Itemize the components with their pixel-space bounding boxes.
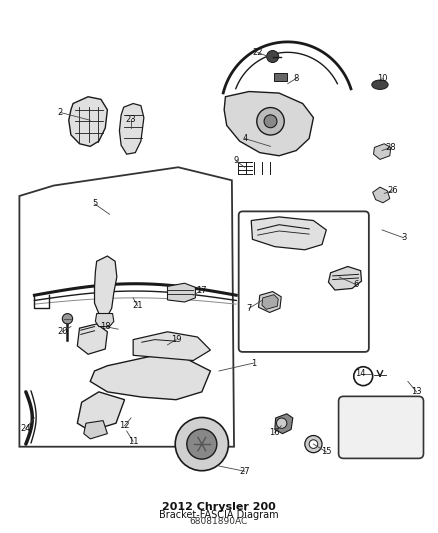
Circle shape	[187, 429, 217, 459]
Text: 26: 26	[388, 186, 398, 195]
Polygon shape	[120, 103, 144, 154]
Polygon shape	[133, 332, 210, 360]
Circle shape	[276, 418, 287, 429]
Text: 18: 18	[100, 322, 110, 331]
Text: 2012 Chrysler 200: 2012 Chrysler 200	[162, 502, 276, 512]
Polygon shape	[258, 292, 281, 312]
Text: 28: 28	[385, 143, 396, 152]
FancyBboxPatch shape	[339, 397, 424, 458]
Bar	[274, 73, 287, 81]
Polygon shape	[373, 187, 390, 203]
Text: 16: 16	[269, 428, 280, 437]
Text: 13: 13	[411, 387, 422, 397]
Text: 7: 7	[246, 304, 252, 313]
Polygon shape	[78, 392, 124, 431]
Text: 3: 3	[401, 233, 406, 243]
Polygon shape	[95, 256, 117, 316]
Text: 6: 6	[353, 280, 359, 289]
Circle shape	[309, 440, 318, 448]
Text: 2: 2	[57, 108, 63, 117]
Text: 20: 20	[57, 327, 67, 336]
Text: 4: 4	[242, 134, 247, 143]
Polygon shape	[328, 266, 361, 290]
Polygon shape	[224, 92, 314, 156]
Polygon shape	[275, 414, 293, 434]
Text: 22: 22	[252, 48, 263, 57]
Polygon shape	[251, 217, 326, 250]
Text: 15: 15	[321, 447, 332, 456]
Text: 24: 24	[21, 424, 31, 433]
Text: 19: 19	[171, 335, 181, 344]
Text: 14: 14	[355, 369, 366, 378]
Text: 68081890AC: 68081890AC	[190, 518, 248, 527]
Polygon shape	[95, 313, 114, 327]
Text: 17: 17	[197, 286, 207, 295]
Text: 23: 23	[126, 115, 136, 124]
Polygon shape	[90, 357, 210, 400]
Polygon shape	[69, 97, 107, 147]
Circle shape	[62, 313, 73, 324]
Ellipse shape	[372, 80, 388, 90]
Polygon shape	[84, 421, 107, 439]
Polygon shape	[78, 324, 107, 354]
Circle shape	[305, 435, 322, 453]
Text: 11: 11	[128, 437, 138, 446]
Text: 1: 1	[251, 359, 256, 368]
Polygon shape	[374, 144, 391, 159]
Circle shape	[267, 51, 279, 62]
Polygon shape	[167, 283, 195, 302]
Text: 9: 9	[233, 157, 239, 165]
Text: 21: 21	[132, 301, 143, 310]
Text: 12: 12	[119, 421, 130, 430]
Circle shape	[257, 108, 284, 135]
Polygon shape	[262, 295, 278, 309]
Text: 8: 8	[293, 74, 299, 83]
Circle shape	[264, 115, 277, 128]
Text: Bracket-FASCIA Diagram: Bracket-FASCIA Diagram	[159, 510, 279, 520]
Circle shape	[175, 417, 229, 471]
Text: 10: 10	[377, 74, 387, 83]
Text: 5: 5	[92, 199, 97, 208]
Text: 27: 27	[240, 467, 250, 476]
